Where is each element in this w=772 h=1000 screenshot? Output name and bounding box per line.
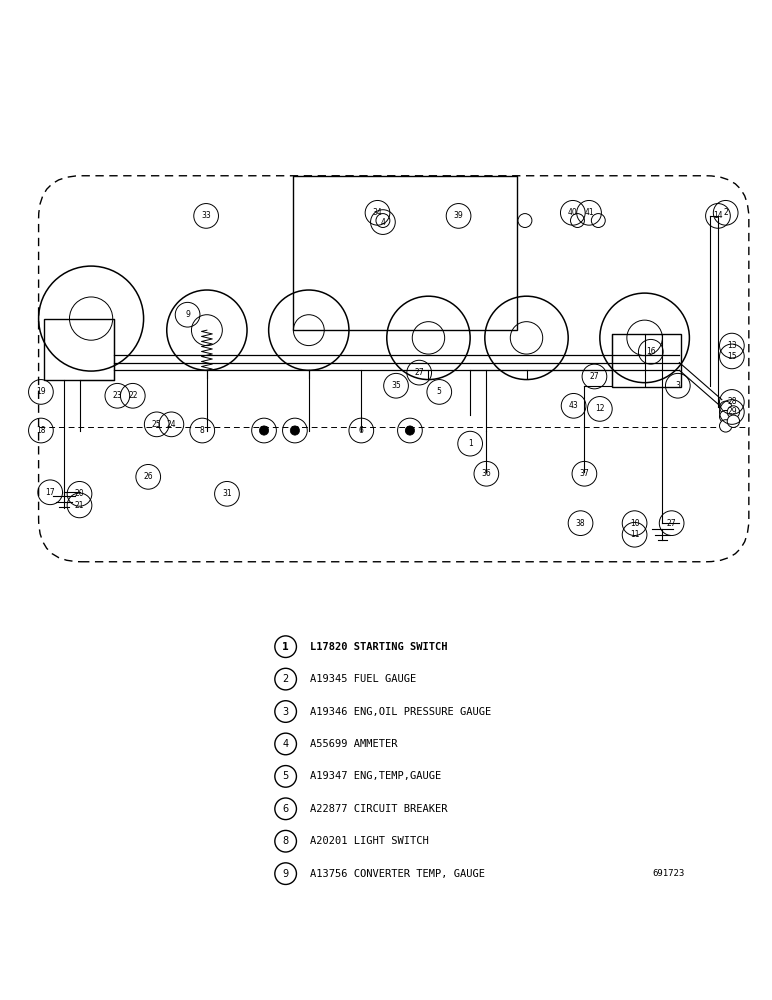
Bar xyxy=(293,176,517,330)
Text: 38: 38 xyxy=(576,519,585,528)
Text: 21: 21 xyxy=(75,501,84,510)
Text: 1: 1 xyxy=(283,642,289,652)
Text: 29: 29 xyxy=(727,407,736,416)
Bar xyxy=(44,319,114,380)
Circle shape xyxy=(290,426,300,435)
Text: 30: 30 xyxy=(259,426,269,435)
Text: A22877 CIRCUIT BREAKER: A22877 CIRCUIT BREAKER xyxy=(310,804,448,814)
Text: A55699 AMMETER: A55699 AMMETER xyxy=(310,739,398,749)
Text: 15: 15 xyxy=(727,352,736,361)
Circle shape xyxy=(259,426,269,435)
Circle shape xyxy=(376,214,390,227)
Circle shape xyxy=(518,214,532,227)
Circle shape xyxy=(591,214,605,227)
Text: 4: 4 xyxy=(283,739,289,749)
Text: 32: 32 xyxy=(290,426,300,435)
Bar xyxy=(612,334,681,387)
Text: 12: 12 xyxy=(595,404,604,413)
Text: 17: 17 xyxy=(46,488,55,497)
Text: 27: 27 xyxy=(667,519,676,528)
Text: 14: 14 xyxy=(713,211,723,220)
Text: 18: 18 xyxy=(36,426,46,435)
Text: 691723: 691723 xyxy=(652,869,685,878)
Text: A19346 ENG,OIL PRESSURE GAUGE: A19346 ENG,OIL PRESSURE GAUGE xyxy=(310,707,492,717)
Circle shape xyxy=(727,406,740,418)
Text: A19345 FUEL GAUGE: A19345 FUEL GAUGE xyxy=(310,674,417,684)
Text: 35: 35 xyxy=(391,381,401,390)
Circle shape xyxy=(720,401,732,414)
Text: 9: 9 xyxy=(185,310,190,319)
Text: 24: 24 xyxy=(167,420,176,429)
Text: 3: 3 xyxy=(283,707,289,717)
Text: 25: 25 xyxy=(152,420,161,429)
Text: 19: 19 xyxy=(36,387,46,396)
Text: 8: 8 xyxy=(283,836,289,846)
Text: 4: 4 xyxy=(381,218,385,227)
Circle shape xyxy=(405,426,415,435)
Text: 42: 42 xyxy=(405,426,415,435)
Circle shape xyxy=(720,420,732,432)
Text: 6: 6 xyxy=(283,804,289,814)
Text: 13: 13 xyxy=(727,341,736,350)
Text: 5: 5 xyxy=(283,771,289,781)
Text: 33: 33 xyxy=(201,211,211,220)
Text: 20: 20 xyxy=(75,489,84,498)
Text: 36: 36 xyxy=(482,469,491,478)
Circle shape xyxy=(571,214,584,227)
Text: 37: 37 xyxy=(580,469,589,478)
Text: 28: 28 xyxy=(727,397,736,406)
Text: 26: 26 xyxy=(144,472,153,481)
Circle shape xyxy=(727,415,740,427)
Text: 10: 10 xyxy=(630,519,639,528)
Text: 3: 3 xyxy=(676,381,680,390)
Text: 6: 6 xyxy=(359,426,364,435)
Text: A19347 ENG,TEMP,GAUGE: A19347 ENG,TEMP,GAUGE xyxy=(310,771,442,781)
Text: A20201 LIGHT SWITCH: A20201 LIGHT SWITCH xyxy=(310,836,429,846)
Text: 43: 43 xyxy=(569,401,578,410)
Text: 39: 39 xyxy=(454,211,463,220)
Circle shape xyxy=(720,410,732,423)
Text: 22: 22 xyxy=(128,391,137,400)
Text: 16: 16 xyxy=(646,347,655,356)
Text: 34: 34 xyxy=(373,208,382,217)
Text: 1: 1 xyxy=(468,439,472,448)
Text: 27: 27 xyxy=(590,372,599,381)
Text: A13756 CONVERTER TEMP, GAUGE: A13756 CONVERTER TEMP, GAUGE xyxy=(310,869,486,879)
Text: 23: 23 xyxy=(113,391,122,400)
Text: 9: 9 xyxy=(283,869,289,879)
Text: 11: 11 xyxy=(630,530,639,539)
Text: 31: 31 xyxy=(222,489,232,498)
Text: 27: 27 xyxy=(415,368,424,377)
Text: 2: 2 xyxy=(283,674,289,684)
Text: 41: 41 xyxy=(584,208,594,217)
Text: 8: 8 xyxy=(200,426,205,435)
Text: 40: 40 xyxy=(568,208,577,217)
Text: L17820 STARTING SWITCH: L17820 STARTING SWITCH xyxy=(310,642,448,652)
Text: 2: 2 xyxy=(723,208,728,217)
Text: 5: 5 xyxy=(437,387,442,396)
